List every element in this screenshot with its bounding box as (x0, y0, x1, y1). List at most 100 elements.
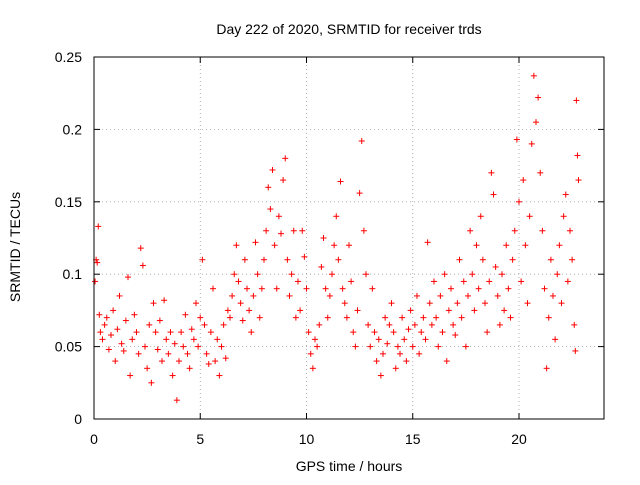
data-point (505, 285, 512, 292)
data-point (454, 300, 461, 307)
data-point (475, 285, 482, 292)
data-point (178, 329, 185, 336)
data-point (397, 350, 403, 357)
data-point (552, 336, 559, 343)
data-point (414, 292, 420, 299)
data-point (486, 278, 493, 285)
x-axis-label: GPS time / hours (296, 458, 403, 474)
data-point (488, 169, 495, 176)
data-point (556, 242, 563, 249)
data-point (352, 343, 359, 350)
data-point (248, 329, 255, 336)
data-point (161, 297, 168, 304)
data-point (418, 329, 425, 336)
data-point (237, 300, 244, 307)
y-tick-label: 0.15 (55, 194, 82, 210)
data-point (543, 365, 550, 372)
data-point (295, 278, 301, 285)
data-point (205, 360, 212, 367)
data-point (125, 274, 131, 281)
data-point (224, 307, 231, 314)
data-point (448, 285, 454, 292)
data-point (537, 169, 544, 176)
data-point (358, 137, 365, 144)
data-point (439, 329, 446, 336)
data-point (496, 321, 503, 328)
data-point (303, 285, 310, 292)
data-point (341, 300, 348, 307)
data-point (547, 256, 554, 263)
chart-title: Day 222 of 2020, SRMTID for receiver trd… (216, 21, 481, 37)
data-point (139, 262, 146, 269)
data-point (375, 336, 382, 343)
data-point (167, 329, 174, 336)
data-points (92, 72, 582, 404)
data-point (118, 340, 125, 347)
data-point (239, 317, 246, 324)
y-tick-label: 0.1 (63, 266, 83, 282)
data-point (271, 242, 278, 249)
data-point (443, 358, 450, 365)
data-point (288, 271, 295, 278)
data-point (210, 285, 216, 292)
data-point (401, 336, 408, 343)
data-point (573, 97, 580, 104)
data-point (386, 321, 393, 328)
data-point (501, 307, 508, 314)
data-point (146, 321, 153, 328)
data-point (499, 271, 505, 278)
data-point (203, 350, 210, 357)
data-point (233, 242, 240, 249)
data-point (105, 346, 112, 353)
data-point (465, 292, 471, 299)
data-point (346, 242, 352, 249)
data-point (528, 140, 535, 147)
data-point (394, 343, 401, 350)
data-point (458, 314, 465, 321)
data-point (95, 223, 102, 230)
data-point (280, 177, 287, 184)
data-point (244, 285, 250, 292)
data-point (312, 336, 318, 343)
data-point (373, 358, 380, 365)
data-point (188, 326, 195, 333)
data-point (460, 278, 467, 285)
data-point (131, 311, 138, 318)
data-point (533, 119, 539, 126)
x-tick-label: 10 (299, 431, 315, 447)
data-point (572, 347, 579, 354)
data-point (207, 329, 214, 336)
data-point (416, 350, 423, 357)
data-point (116, 292, 123, 299)
data-point (503, 242, 510, 249)
data-point (433, 314, 440, 321)
data-point (407, 307, 414, 314)
data-point (350, 329, 357, 336)
data-point (482, 300, 488, 307)
data-point (384, 340, 391, 347)
data-point (135, 350, 142, 357)
data-point (490, 191, 497, 198)
data-point (212, 358, 219, 365)
data-point (101, 321, 108, 328)
data-point (513, 136, 520, 143)
data-point (399, 314, 406, 321)
data-point (190, 336, 197, 343)
data-point (473, 242, 480, 249)
data-point (329, 271, 335, 278)
data-point (292, 314, 299, 321)
data-point (286, 292, 293, 299)
data-point (96, 311, 103, 318)
data-point (422, 336, 429, 343)
x-tick-label: 0 (90, 431, 98, 447)
data-point (108, 332, 114, 339)
data-point (159, 358, 165, 365)
data-point (348, 278, 355, 285)
axis-ticks: 0 5 10 15 20 0 0.05 0.1 0.15 0.2 0.25 (55, 49, 604, 447)
data-point (114, 326, 121, 333)
data-point (182, 311, 189, 318)
data-point (337, 178, 344, 185)
data-point (392, 365, 399, 372)
